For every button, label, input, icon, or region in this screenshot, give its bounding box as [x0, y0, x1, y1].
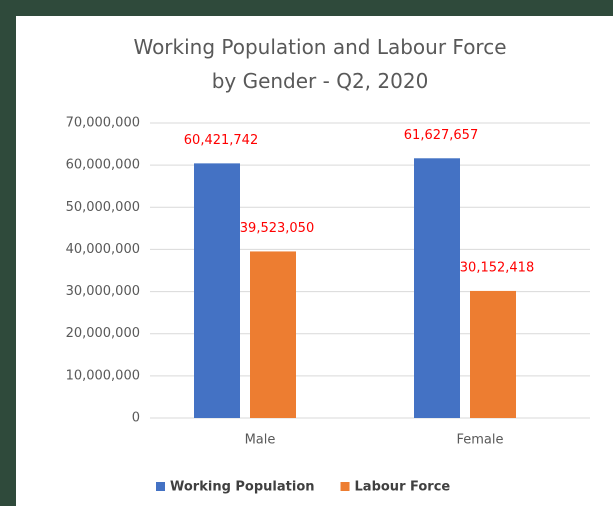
chart-title: Working Population and Labour Force by Ge… — [133, 35, 506, 93]
y-tick-label: 0 — [132, 411, 140, 426]
data-label: 39,523,050 — [240, 221, 314, 236]
y-tick-label: 20,000,000 — [66, 326, 140, 341]
chart: Working Population and Labour Force by Ge… — [16, 16, 613, 506]
x-tick-label: Female — [456, 433, 503, 448]
legend-swatch — [340, 482, 350, 491]
legend-label: Working Population — [170, 480, 315, 495]
legend-label: Labour Force — [355, 480, 451, 495]
chart-background — [16, 16, 613, 506]
y-tick-label: 50,000,000 — [66, 200, 140, 215]
y-tick-label: 30,000,000 — [66, 284, 140, 299]
data-label: 60,421,742 — [184, 133, 258, 148]
y-tick-label: 70,000,000 — [66, 116, 140, 131]
legend-swatch — [156, 482, 165, 491]
bar — [250, 251, 296, 418]
y-tick-label: 60,000,000 — [66, 158, 140, 173]
bar — [470, 290, 516, 418]
y-tick-label: 40,000,000 — [66, 242, 140, 257]
y-tick-label: 10,000,000 — [66, 368, 140, 383]
data-label: 30,152,418 — [460, 260, 534, 275]
bar — [194, 163, 240, 418]
data-label: 61,627,657 — [404, 128, 478, 143]
x-tick-label: Male — [245, 433, 276, 448]
bar — [414, 158, 460, 418]
